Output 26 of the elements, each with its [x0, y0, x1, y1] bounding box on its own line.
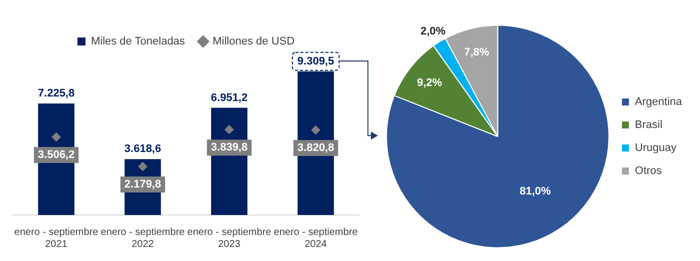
point — [224, 125, 234, 134]
data-label: 3.506,2 — [38, 149, 75, 162]
x-tick-label: enero - septiembre 2024 — [274, 226, 358, 250]
data-label: 3.839,8 — [210, 142, 248, 154]
data-label: 2.179,8 — [124, 178, 162, 191]
point — [311, 126, 320, 135]
data-label: 81,0% — [520, 186, 552, 198]
data-label: 3.618,6 — [124, 143, 162, 156]
data-label: 9,2% — [416, 76, 442, 89]
legend-label: Millones de USD — [212, 36, 295, 48]
data-label: 2,0% — [420, 26, 446, 38]
point — [138, 162, 148, 172]
legend-label: Argentina — [634, 96, 683, 108]
x-tick-label: enero - septiembre 2022 — [100, 226, 186, 250]
legend-label: Brasil — [634, 119, 662, 132]
legend-label: Otros — [634, 165, 662, 178]
x-tick-label: enero - septiembre 2021 — [14, 226, 99, 250]
legend-label: Uruguay — [634, 142, 677, 154]
legend-label: Miles de Toneladas — [90, 36, 186, 48]
data-label: 3.820,8 — [297, 142, 334, 154]
x-tick-label: enero - septiembre 2023 — [187, 226, 272, 250]
point — [52, 132, 61, 142]
data-label: 7,8% — [464, 46, 490, 58]
data-label: 9.309,5 — [297, 55, 334, 68]
data-label: 7.225,8 — [38, 88, 75, 100]
data-label: 6.951,2 — [210, 92, 248, 104]
